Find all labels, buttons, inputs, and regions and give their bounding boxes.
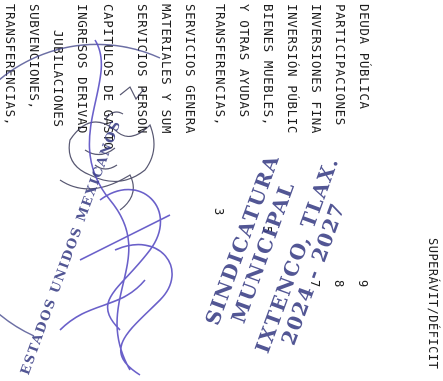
signature-icon bbox=[59, 39, 173, 376]
coat-of-arms-icon bbox=[59, 86, 155, 211]
stamp-outer-ring bbox=[0, 43, 161, 337]
